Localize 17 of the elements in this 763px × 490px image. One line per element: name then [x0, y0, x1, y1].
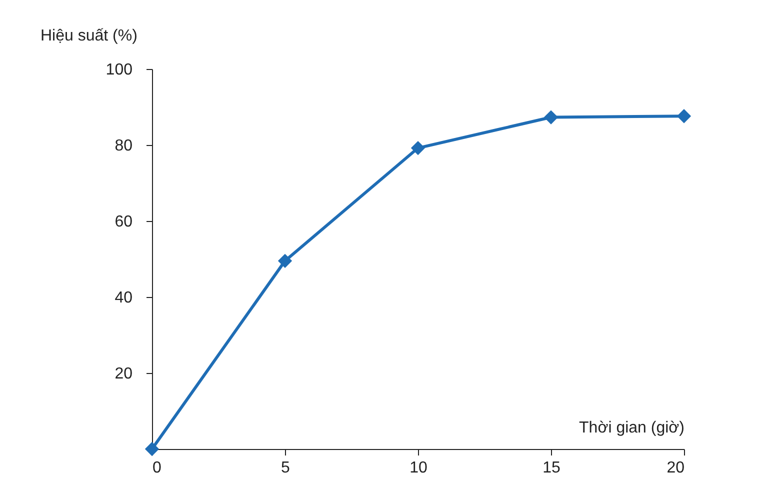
- point: [544, 110, 558, 124]
- x-tick-label: 15: [542, 460, 560, 476]
- x-tick-label: 0: [152, 460, 162, 476]
- y-axis-title: Hiệu suất (%): [40, 28, 138, 44]
- point: [410, 140, 426, 156]
- y-tick-label: 60: [114, 214, 133, 230]
- point: [676, 109, 692, 124]
- y-tick-label: 80: [114, 138, 133, 154]
- y-tick-label: 20: [114, 366, 133, 382]
- x-tick-label: 20: [666, 460, 685, 476]
- y-tick-label: 40: [114, 290, 133, 306]
- y-tick-label: 100: [106, 62, 133, 78]
- x-tick-label: 5: [281, 460, 290, 476]
- point: [144, 442, 160, 456]
- point: [278, 254, 292, 268]
- x-axis-title: Thời gian (giờ): [579, 420, 684, 436]
- x-tick-label: 10: [410, 460, 428, 476]
